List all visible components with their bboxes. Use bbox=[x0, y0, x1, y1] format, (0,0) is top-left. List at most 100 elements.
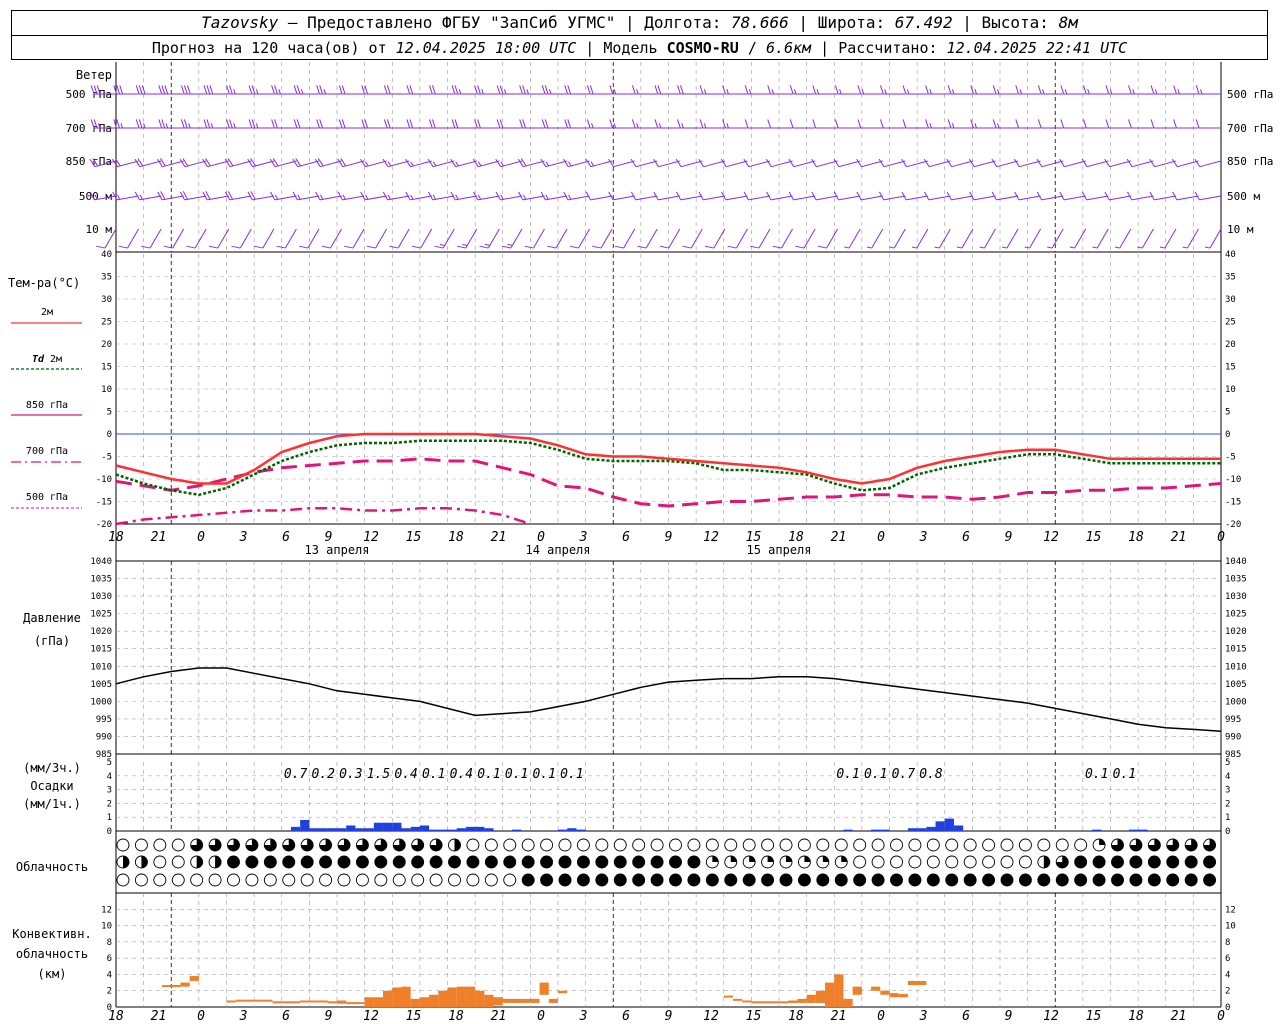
cloud-symbol-fill bbox=[1111, 839, 1124, 852]
wind-barb-feather bbox=[248, 85, 253, 95]
wind-barb-feather bbox=[956, 246, 963, 249]
conv-ytick-left: 0 bbox=[107, 1003, 112, 1013]
conv-bar bbox=[383, 990, 393, 1007]
wind-barb-feather bbox=[206, 85, 211, 95]
wind-barb-feather bbox=[341, 85, 346, 95]
pres-ytick-right: 1010 bbox=[1225, 662, 1247, 672]
wind-barb-feather bbox=[253, 245, 263, 249]
prec-total-label: 0.1 bbox=[836, 767, 859, 782]
wind-barb-feather bbox=[340, 158, 347, 167]
prec-bar bbox=[567, 828, 577, 831]
wind-level-label-left: 500 гПа bbox=[66, 88, 112, 101]
cloud-symbol bbox=[613, 838, 627, 852]
wind-barb-feather bbox=[675, 158, 682, 167]
conv-bar bbox=[815, 990, 826, 1003]
prec-bar bbox=[511, 829, 522, 831]
wind-barb-feather bbox=[1137, 246, 1143, 249]
conv-xtick-label: 18 bbox=[448, 1009, 464, 1024]
wind-barb-feather bbox=[857, 119, 862, 129]
wind-barb-feather bbox=[473, 191, 479, 201]
cloud-symbol bbox=[779, 838, 793, 852]
wind-barb-feather bbox=[477, 85, 481, 95]
prec-total-label: 0.3 bbox=[339, 767, 362, 782]
wind-barb-feather bbox=[179, 158, 186, 167]
wind-barb-shaft bbox=[906, 160, 928, 168]
wind-barb-feather bbox=[495, 191, 501, 201]
temp-ytick-left: 20 bbox=[101, 340, 112, 350]
prec-bar bbox=[300, 819, 310, 831]
wind-barb-feather bbox=[272, 158, 279, 167]
temp-xtick-label: 3 bbox=[239, 530, 248, 545]
prec-ytick-left: 4 bbox=[107, 772, 112, 782]
conv-bar bbox=[410, 998, 420, 1007]
wind-barb-feather bbox=[613, 89, 617, 95]
wind-barb-shaft bbox=[1141, 228, 1154, 249]
wind-barb-shaft bbox=[951, 160, 974, 168]
wind-barb-shaft bbox=[758, 228, 771, 249]
wind-barb-feather bbox=[657, 85, 662, 95]
wind-barb-shaft bbox=[533, 228, 545, 249]
wind-barb-feather bbox=[224, 158, 231, 167]
cloud-symbol bbox=[908, 855, 922, 869]
prec-ytick-left: 0 bbox=[107, 827, 112, 837]
cloud-symbol bbox=[484, 838, 498, 852]
temp-day-label: 13 апреля bbox=[304, 543, 369, 557]
wind-barb-shaft bbox=[1131, 160, 1154, 168]
cloud-symbol bbox=[669, 838, 682, 852]
wind-barb-shaft bbox=[793, 160, 816, 168]
wind-barb-feather bbox=[520, 158, 527, 167]
wind-barb-shaft bbox=[1209, 228, 1222, 249]
cloud-symbol-fill bbox=[430, 856, 443, 868]
wind-barb-feather bbox=[451, 119, 456, 129]
cloud-symbol bbox=[705, 838, 719, 852]
conv-bar bbox=[779, 1001, 789, 1004]
wind-barb-feather bbox=[337, 191, 343, 201]
legend-td-suffix: 2м bbox=[50, 354, 62, 365]
cloud-symbol-fill bbox=[1093, 874, 1106, 886]
wind-barb-feather bbox=[517, 158, 524, 167]
conv-xtick-label: 6 bbox=[282, 1009, 290, 1024]
conv-xtick-label: 21 bbox=[151, 1009, 167, 1024]
conv-ytick-right: 8 bbox=[1225, 938, 1230, 948]
wind-barb-feather bbox=[1194, 191, 1200, 201]
prec-bar bbox=[337, 828, 347, 831]
wind-barb-feather bbox=[540, 191, 546, 201]
cloud-symbol bbox=[411, 873, 425, 887]
wind-barb-shaft bbox=[297, 195, 320, 201]
cloud-symbol-fill bbox=[282, 856, 295, 868]
cloud-symbol bbox=[503, 838, 517, 852]
temp-ytick-left: 30 bbox=[101, 295, 112, 305]
wind-barb-shaft bbox=[635, 195, 658, 201]
wind-barb-shaft bbox=[725, 195, 748, 201]
prec-bar bbox=[309, 828, 319, 831]
cloud-symbol-fill bbox=[798, 874, 811, 886]
pres-ytick-left: 1015 bbox=[90, 645, 112, 655]
prec-total-label: 0.1 bbox=[864, 767, 887, 782]
wind-barb-feather bbox=[451, 85, 456, 95]
prec-label-1h: (мм/1ч.) bbox=[23, 797, 81, 811]
wind-barb-feather bbox=[364, 85, 369, 95]
conv-bar bbox=[825, 982, 835, 1007]
legend-t500-label: 500 гПа bbox=[26, 492, 68, 503]
wind-barb-feather bbox=[295, 158, 302, 167]
wind-barb-feather bbox=[880, 85, 884, 95]
wind-barb-feather bbox=[292, 158, 299, 167]
wind-barb-feather bbox=[90, 119, 95, 129]
wind-barb-feather bbox=[210, 123, 214, 129]
wind-barb-feather bbox=[96, 85, 101, 95]
wind-barb-feather bbox=[929, 89, 932, 95]
cloud-symbol-fill bbox=[669, 856, 682, 868]
wind-barb-feather bbox=[206, 119, 211, 129]
wind-barb-feather bbox=[208, 245, 218, 249]
wind-barb-shaft bbox=[1119, 228, 1132, 249]
cloud-symbol-fill bbox=[338, 856, 350, 868]
wind-barb-feather bbox=[743, 158, 750, 167]
wind-barb-feather bbox=[1195, 119, 1200, 129]
wind-barb-shaft bbox=[162, 160, 184, 168]
wind-barb-shaft bbox=[1131, 195, 1154, 201]
cloud-symbol bbox=[337, 873, 351, 887]
wind-barb-shaft bbox=[1109, 195, 1131, 201]
wind-barb-feather bbox=[568, 194, 572, 200]
conv-title-2: облачность bbox=[16, 947, 88, 961]
wind-barb-feather bbox=[703, 89, 707, 95]
